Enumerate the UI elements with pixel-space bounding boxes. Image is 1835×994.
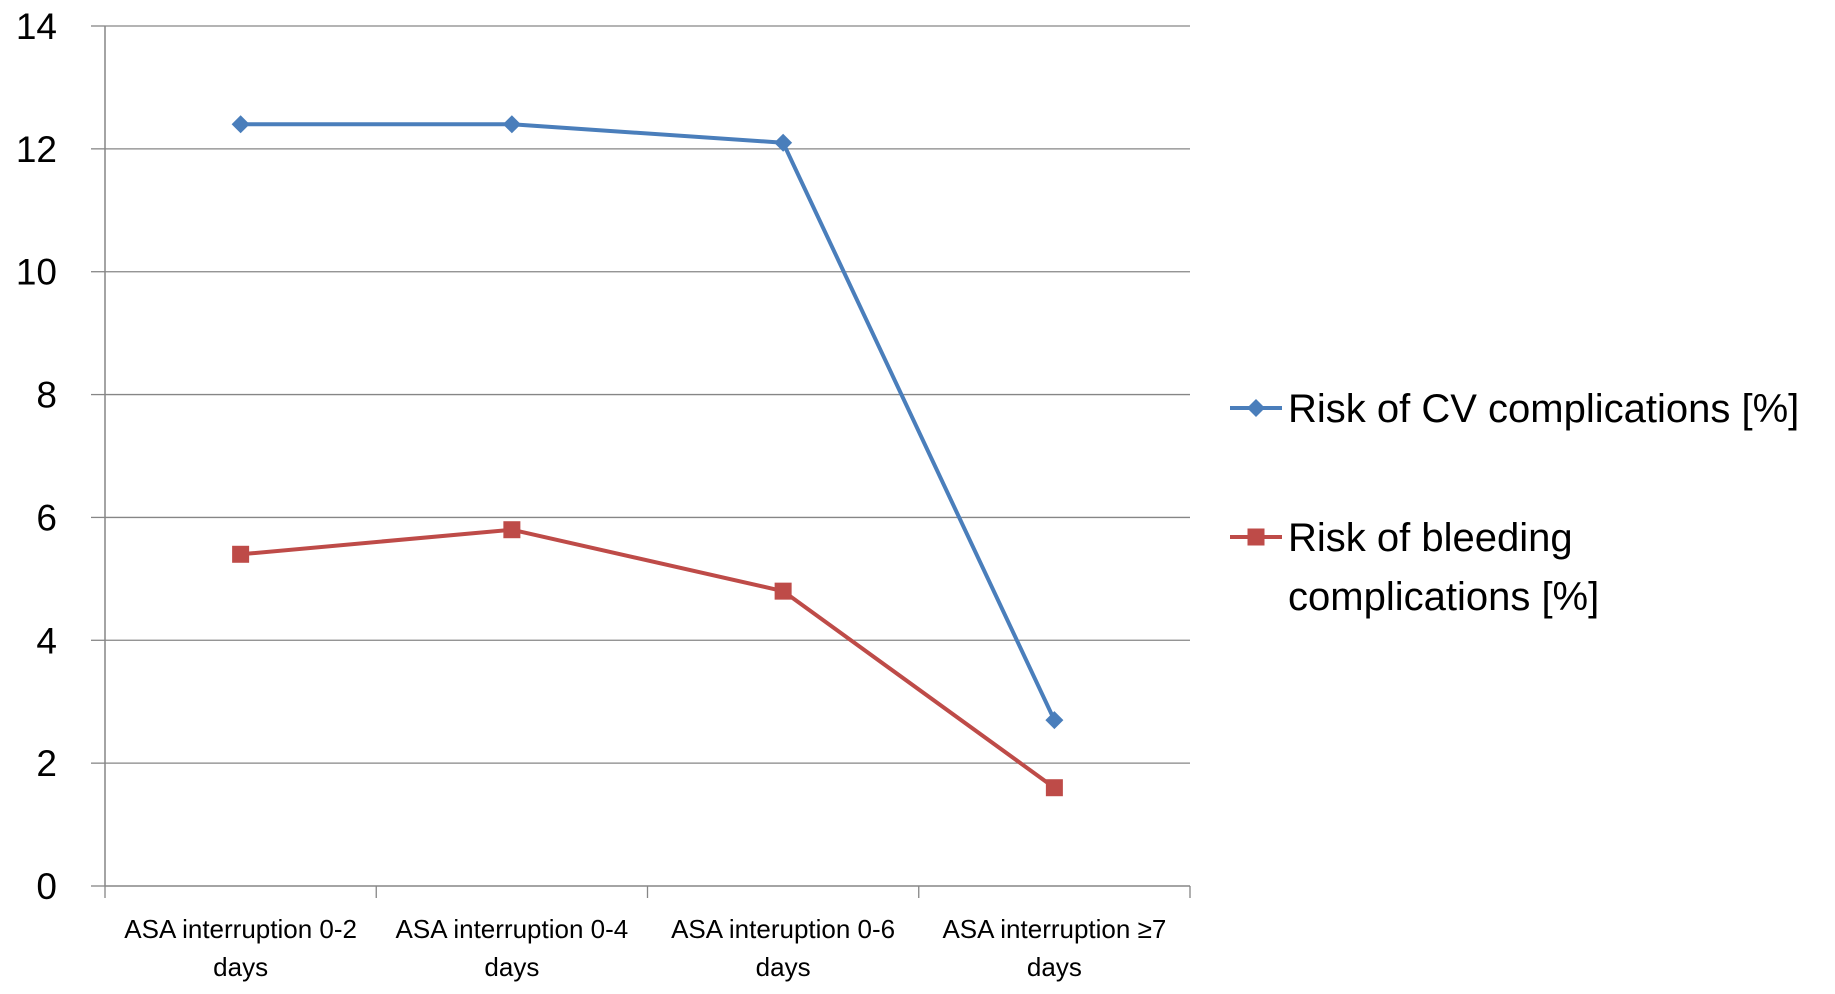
data-point-square <box>774 582 792 600</box>
series-line <box>238 122 1057 723</box>
axes <box>91 25 1191 898</box>
y-tick-label: 14 <box>16 6 57 47</box>
data-point-square <box>232 545 250 563</box>
legend-label: complications [%] <box>1288 575 1599 619</box>
x-axis-tick-labels: ASA interruption 0-2 days ASA interruption… <box>124 914 1166 982</box>
data-point-square <box>1045 779 1063 797</box>
x-tick-label: days <box>756 952 811 982</box>
y-tick-label: 4 <box>36 620 57 661</box>
x-tick-label: days <box>484 952 539 982</box>
x-tick-label: ASA interruption 0-4 <box>396 914 629 944</box>
series-1 <box>232 521 1063 797</box>
gridlines <box>105 25 1190 764</box>
series <box>231 115 1064 797</box>
series-0 <box>231 115 1064 730</box>
data-point-diamond <box>1247 399 1265 417</box>
y-tick-label: 2 <box>36 743 57 784</box>
x-tick-label: ASA interruption ≥7 <box>942 914 1166 944</box>
x-tick-label: days <box>1027 952 1082 982</box>
x-tick-label: days <box>213 952 268 982</box>
legend-item-0: Risk of CV complications [%] <box>1230 387 1799 431</box>
data-point-diamond <box>774 133 793 152</box>
y-tick-label: 8 <box>36 375 57 416</box>
data-point-square <box>1247 528 1265 546</box>
legend-label: Risk of CV complications [%] <box>1288 387 1799 431</box>
y-tick-label: 6 <box>36 497 57 538</box>
x-tick-label: ASA interuption 0-6 <box>671 914 895 944</box>
y-tick-label: 0 <box>36 866 57 907</box>
data-point-square <box>503 521 521 539</box>
data-point-diamond <box>231 115 250 134</box>
series-line <box>238 527 1057 790</box>
y-tick-label: 10 <box>16 252 57 293</box>
legend-label: Risk of bleeding <box>1288 516 1573 560</box>
data-point-diamond <box>1045 711 1064 730</box>
legend: Risk of CV complications [%] Risk of blee… <box>1230 387 1799 619</box>
data-point-diamond <box>502 115 521 134</box>
x-tick-label: ASA interruption 0-2 <box>124 914 357 944</box>
y-tick-label: 12 <box>16 129 57 170</box>
y-axis-tick-labels: 0 2 4 6 8 10 12 14 <box>16 6 57 907</box>
legend-item-1: Risk of bleeding complications [%] <box>1230 516 1599 619</box>
